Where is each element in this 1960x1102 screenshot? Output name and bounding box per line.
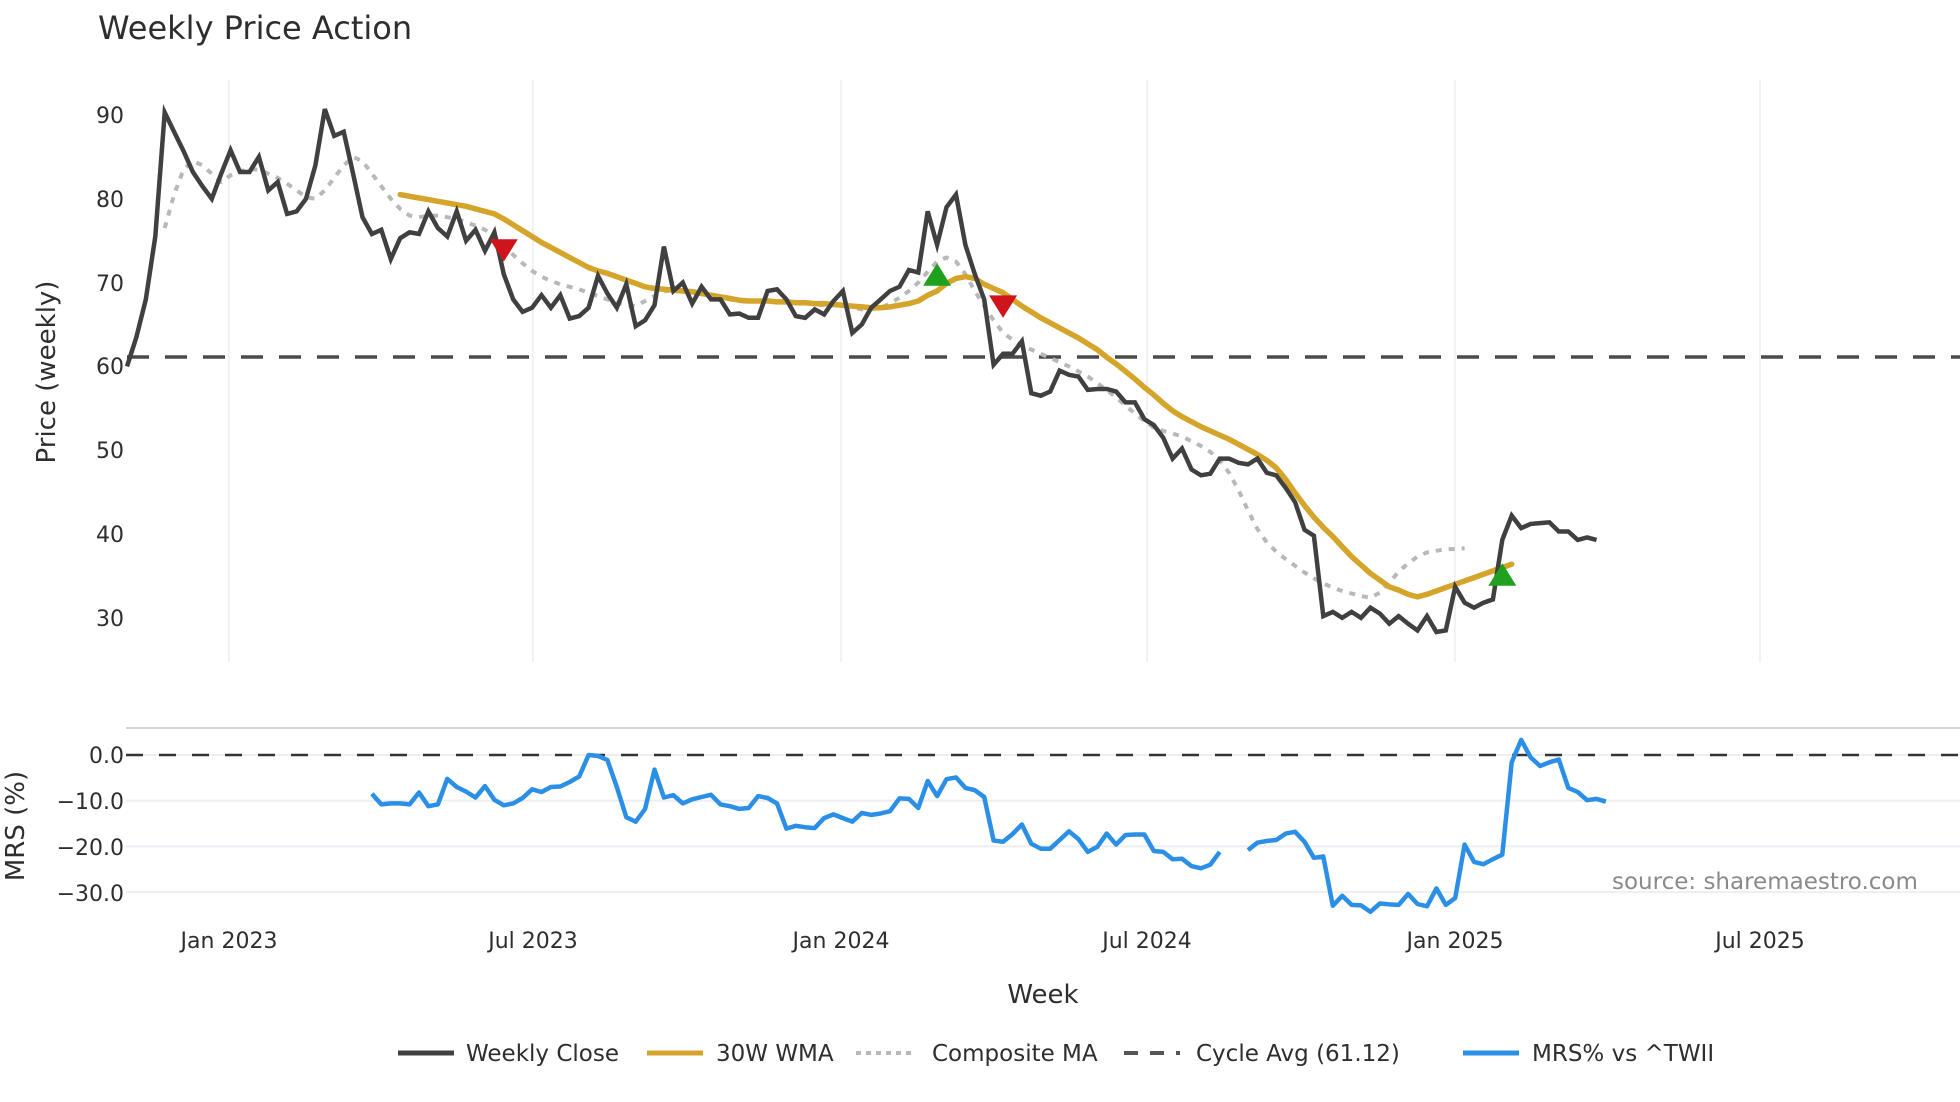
price-tick-50: 50 [96, 439, 124, 464]
legend-label: Weekly Close [466, 1041, 619, 1067]
x-tick-jan-2024: Jan 2024 [791, 929, 890, 954]
price-tick-80: 80 [96, 188, 124, 213]
wma-30w-line [397, 191, 1515, 600]
x-tick-jul-2025: Jul 2025 [1713, 929, 1805, 954]
x-axis-label: Week [1007, 980, 1078, 1010]
legend-item-composite-ma[interactable]: Composite MA [856, 1041, 1098, 1067]
legend-item-30w-wma[interactable]: 30W WMA [647, 1041, 834, 1067]
legend-label: Composite MA [932, 1041, 1098, 1067]
mrs-line [370, 737, 1607, 915]
mrs-tick-0: 0.0 [89, 744, 124, 769]
legend-label: 30W WMA [716, 1041, 834, 1067]
price-tick-90: 90 [96, 104, 124, 129]
weekly-close-path [124, 104, 1598, 635]
legend-item-weekly-close[interactable]: Weekly Close [398, 1041, 619, 1067]
mrs-y-axis-ticks: 0.0 −10.0 −20.0 −30.0 [57, 744, 124, 907]
x-tick-jul-2024: Jul 2024 [1100, 929, 1192, 954]
sell-signal-triangle-down-icon [989, 295, 1018, 318]
mrs-tick-neg10: −10.0 [57, 790, 124, 815]
x-tick-jan-2023: Jan 2023 [179, 929, 278, 954]
x-tick-jul-2023: Jul 2023 [486, 929, 578, 954]
legend-item-cycle-avg[interactable]: Cycle Avg (61.12) [1124, 1041, 1400, 1067]
x-tick-jan-2025: Jan 2025 [1405, 929, 1504, 954]
weekly-close-line [124, 104, 1598, 635]
mrs-path [370, 737, 1607, 915]
price-tick-30: 30 [96, 607, 124, 632]
sell-signal-triangle-down-icon [489, 239, 518, 262]
chart-title: Weekly Price Action [98, 9, 412, 47]
mrs-tick-neg30: −30.0 [57, 882, 124, 907]
mrs-tick-neg20: −20.0 [57, 836, 124, 861]
price-tick-40: 40 [96, 523, 124, 548]
price-tick-60: 60 [96, 355, 124, 380]
chart-legend: Weekly Close 30W WMA Composite MA Cycle … [398, 1041, 1714, 1067]
composite-ma-line [162, 154, 1465, 600]
legend-label: Cycle Avg (61.12) [1196, 1041, 1400, 1067]
price-vertical-gridlines [228, 80, 1761, 662]
price-y-axis-ticks: 90 80 70 60 50 40 30 [96, 104, 124, 632]
composite-ma-path [162, 154, 1465, 600]
signal-markers [489, 239, 1517, 586]
price-y-axis-label: Price (weekly) [32, 281, 62, 464]
legend-item-mrs[interactable]: MRS% vs ^TWII [1463, 1041, 1714, 1067]
price-tick-70: 70 [96, 272, 124, 297]
source-watermark: source: sharemaestro.com [1612, 869, 1918, 895]
wma-path [397, 191, 1515, 600]
legend-label: MRS% vs ^TWII [1532, 1041, 1714, 1067]
buy-signal-triangle-up-icon [1488, 563, 1517, 586]
x-axis-ticks: Jan 2023 Jul 2023 Jan 2024 Jul 2024 Jan … [179, 929, 1805, 954]
mrs-y-axis-label: MRS (%) [1, 771, 31, 881]
buy-signal-triangle-up-icon [923, 263, 952, 286]
